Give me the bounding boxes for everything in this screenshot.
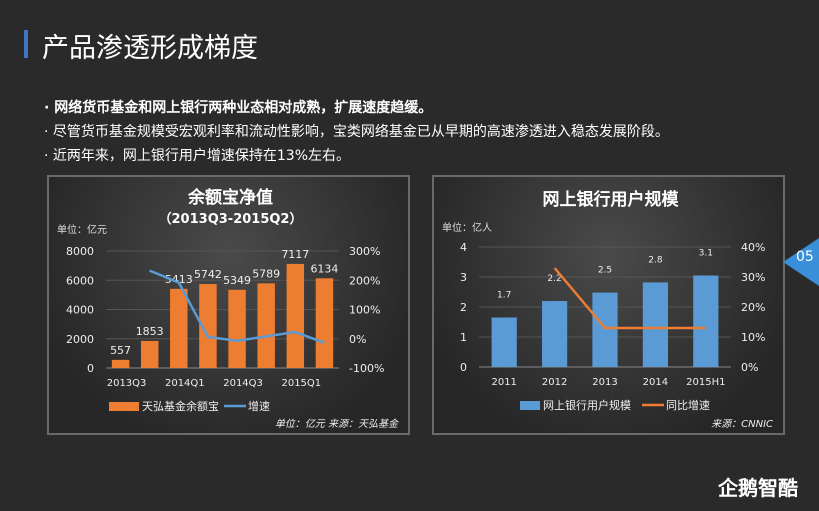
chart-panel-yuebao: 余额宝净值 （2013Q3-2015Q2） 单位：亿元 0 -100% 2000 0% 400… xyxy=(47,175,410,435)
chart-title: 网上银行用户规模 xyxy=(543,189,680,210)
y-tick-label: 8000 xyxy=(66,245,94,258)
x-tick-label: 2014Q1 xyxy=(165,378,205,389)
growth-line xyxy=(149,269,325,345)
x-tick-label: 2011 xyxy=(491,377,516,388)
legend-swatch-bar xyxy=(520,401,540,410)
x-tick-label: 2015Q1 xyxy=(281,378,321,389)
legend-label: 天弘基金余额宝 xyxy=(142,399,219,413)
y2-tick-label: 0% xyxy=(741,361,758,374)
bar xyxy=(542,301,568,367)
bullet-item: · 尽管货币基金规模受宏观利率和流动性影响，宝类网络基金已从早期的高速渗透进入稳… xyxy=(44,124,669,140)
y2-tick-label: 0% xyxy=(349,333,366,346)
chart-panel-ebank: 网上银行用户规模 单位：亿人 0 0% 1 10% 2 20% 3 30% 4 40% 1.7 2011 2… xyxy=(432,175,785,435)
chart-source: 来源：CNNIC xyxy=(711,418,773,430)
x-tick-label: 2014Q3 xyxy=(223,378,263,389)
y-tick-label: 3 xyxy=(460,271,467,284)
data-label: 557 xyxy=(110,344,131,357)
bar xyxy=(315,278,334,368)
bar xyxy=(199,284,217,368)
y2-tick-label: 30% xyxy=(741,271,765,284)
legend-label: 网上银行用户规模 xyxy=(543,398,631,412)
bar xyxy=(491,317,517,367)
y-tick-label: 2 xyxy=(460,301,467,314)
chart-subtitle: （2013Q3-2015Q2） xyxy=(159,211,303,227)
chart-yuebao: 余额宝净值 （2013Q3-2015Q2） 单位：亿元 0 -100% 2000 0% 400… xyxy=(57,187,400,430)
page-title: 产品渗透形成梯度 xyxy=(42,33,258,64)
x-tick-label: 2013Q3 xyxy=(107,378,147,389)
bullet-item: · 近两年来，网上银行用户增速保持在13%左右。 xyxy=(44,148,351,164)
page-number: 05 xyxy=(796,249,814,265)
data-label: 2.2 xyxy=(547,274,561,284)
bar xyxy=(170,288,188,368)
unit-label: 单位：亿元 xyxy=(57,223,107,236)
bar xyxy=(257,283,275,368)
growth-line xyxy=(553,267,706,330)
bullet-list: · 网络货币基金和网上银行两种业态相对成熟，扩展速度趋缓。 · 尽管货币基金规模… xyxy=(44,96,669,168)
bar xyxy=(228,289,246,368)
data-label: 2.8 xyxy=(648,255,663,265)
y-tick-label: 0 xyxy=(87,362,94,375)
y2-tick-label: 100% xyxy=(349,304,380,317)
y-tick-label: 4 xyxy=(460,241,467,254)
data-label: 1853 xyxy=(136,325,164,338)
page-badge xyxy=(783,238,819,286)
bar xyxy=(140,340,159,368)
bullet-item: · 网络货币基金和网上银行两种业态相对成熟，扩展速度趋缓。 xyxy=(44,100,433,116)
y-tick-label: 4000 xyxy=(66,304,94,317)
bar xyxy=(693,275,719,367)
x-tick-label: 2014 xyxy=(643,377,668,388)
data-label: 5349 xyxy=(223,274,251,287)
legend-label: 增速 xyxy=(248,399,270,413)
chart-title: 余额宝净值 xyxy=(187,187,273,208)
y2-tick-label: -100% xyxy=(349,362,384,375)
data-label: 1.7 xyxy=(497,291,511,301)
data-label: 6134 xyxy=(310,262,338,275)
x-tick-label: 2015H1 xyxy=(686,377,725,388)
legend-label: 同比增速 xyxy=(666,398,710,412)
y-tick-label: 0 xyxy=(460,361,467,374)
chart-source: 单位：亿元 来源：天弘基金 xyxy=(275,418,400,430)
data-label: 7117 xyxy=(281,248,309,261)
y2-tick-label: 200% xyxy=(349,274,380,287)
y2-tick-label: 40% xyxy=(741,241,765,254)
bar xyxy=(286,263,305,368)
y-tick-label: 1 xyxy=(460,331,467,344)
data-label: 3.1 xyxy=(699,249,713,259)
data-label: 5413 xyxy=(165,273,193,286)
y-tick-label: 2000 xyxy=(66,333,94,346)
unit-label: 单位：亿人 xyxy=(442,221,492,234)
y-tick-label: 6000 xyxy=(66,274,94,287)
title-accent-bar xyxy=(24,30,28,58)
bar xyxy=(592,292,618,367)
data-label: 2.5 xyxy=(598,266,612,276)
bar xyxy=(642,282,668,367)
bar xyxy=(111,359,130,368)
y2-tick-label: 10% xyxy=(741,331,765,344)
y2-tick-label: 20% xyxy=(741,301,765,314)
logo: 企鹅智酷 xyxy=(718,476,798,500)
data-label: 5789 xyxy=(252,267,280,280)
legend-swatch-bar xyxy=(109,402,139,411)
x-tick-label: 2012 xyxy=(542,377,567,388)
data-label: 5742 xyxy=(194,268,222,281)
x-tick-label: 2013 xyxy=(592,377,617,388)
y2-tick-label: 300% xyxy=(349,245,380,258)
